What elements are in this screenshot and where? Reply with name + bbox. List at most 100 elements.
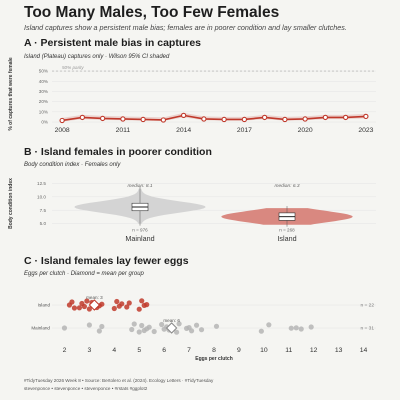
group-label: Mainland [125,234,154,243]
y-tick-label: 50% [39,69,48,74]
clutch-point [174,329,180,335]
x-tick-label: 11 [285,347,292,354]
clutch-point [266,322,272,328]
clutch-point [288,325,294,331]
clutch-point [193,322,200,328]
clutch-point [114,298,120,305]
data-point [180,112,187,119]
panel-b-subtitle: Body condition index · Females only [24,162,121,168]
clutch-point [99,301,105,307]
clutch-point [61,325,68,331]
mean-diamond [88,299,101,311]
clutch-point [258,328,264,334]
group-label: Island [277,234,296,243]
clutch-point [144,302,150,308]
x-tick-label: 14 [360,347,368,354]
clutch-point [131,321,137,327]
panel-b-title: B · Island females in poorer condition [24,146,212,158]
data-point [201,116,207,122]
data-point [221,116,227,123]
mean-diamond [165,322,178,334]
n-label: n = 976 [132,228,148,233]
x-tick-label: 3 [87,347,91,354]
x-tick-label: 6 [162,347,166,354]
clutch-point [188,328,195,334]
clutch-point [99,323,105,330]
clutch-point [136,306,142,312]
median-label: median: 8.1 [127,183,152,189]
clutch-point [96,328,102,334]
data-point [322,114,329,121]
panel-a-title: A · Persistent male bias in captures [24,37,202,49]
x-tick-label: 8 [212,347,216,354]
clutch-point [213,323,220,329]
clutch-point [86,306,92,312]
y-tick-label: 5.0 [40,221,47,226]
clutch-point [126,300,132,306]
group-label: Island [38,303,51,308]
clutch-point [81,303,87,310]
clutch-point [111,305,117,312]
clutch-point [159,321,165,328]
y-tick-label: 12.5 [37,181,46,186]
x-tick-label: 5 [137,347,141,354]
group-label: Mainland [31,326,50,331]
clutch-point [69,299,75,305]
panel-a-subtitle: Island (Plateau) captures only · Wilson … [24,54,170,60]
clutch-point [146,324,152,330]
y-tick-label: 10.0 [37,194,46,199]
x-tick-label: 2020 [298,127,313,134]
x-tick-label: 2017 [237,127,252,134]
page-title: Too Many Males, Too Few Females [24,4,280,21]
clutch-point [119,301,125,307]
data-point [261,114,268,121]
data-point [99,115,106,122]
y-tick-label: 30% [39,89,48,94]
clutch-point [129,326,135,333]
clutch-point [124,304,130,310]
x-tick-label: 2023 [358,127,373,134]
n-label: n = 268 [279,228,295,233]
data-point [160,117,167,123]
data-point [342,114,349,121]
clutch-point [76,305,83,311]
data-point [59,117,65,124]
data-point [363,113,369,120]
caption-source: #TidyTuesday 2026 Week 8 • Source: Berto… [24,378,214,383]
clutch-point [308,324,314,330]
n-label: n = 22 [361,303,375,309]
data-point [282,116,288,123]
x-tick-label: 12 [310,347,318,354]
y-tick-label: 0% [41,120,48,125]
data-point [241,116,248,123]
n-label: n = 31 [361,326,375,332]
panel-c-title: C · Island females lay fewer eggs [24,255,189,267]
x-axis-label: Eggs per clutch [195,356,233,362]
mean-label: mean: 3 [86,295,103,300]
clutch-point [293,325,299,331]
y-axis-label: Body condition index [8,178,14,229]
x-tick-label: 13 [335,347,343,354]
x-tick-label: 2 [63,347,67,354]
clutch-point [176,321,182,327]
female-share-line [62,114,366,122]
x-tick-label: 2014 [176,127,191,134]
parity-reference-label: 50% parity [62,65,84,70]
clutch-point [298,326,304,332]
page-subtitle: Island captures show a persistent male b… [24,23,347,32]
panel-c-subtitle: Eggs per clutch · Diamond = mean per gro… [24,271,144,277]
clutch-point [151,328,157,335]
clutch-point [198,327,205,333]
clutch-point [86,322,92,328]
data-point [302,116,308,122]
clutch-point [71,305,78,311]
y-tick-label: 7.5 [40,208,47,213]
x-tick-label: 9 [237,347,241,354]
y-tick-label: 20% [39,99,48,104]
y-tick-label: 10% [39,109,48,114]
x-tick-label: 10 [260,347,268,354]
clutch-point [136,329,142,335]
